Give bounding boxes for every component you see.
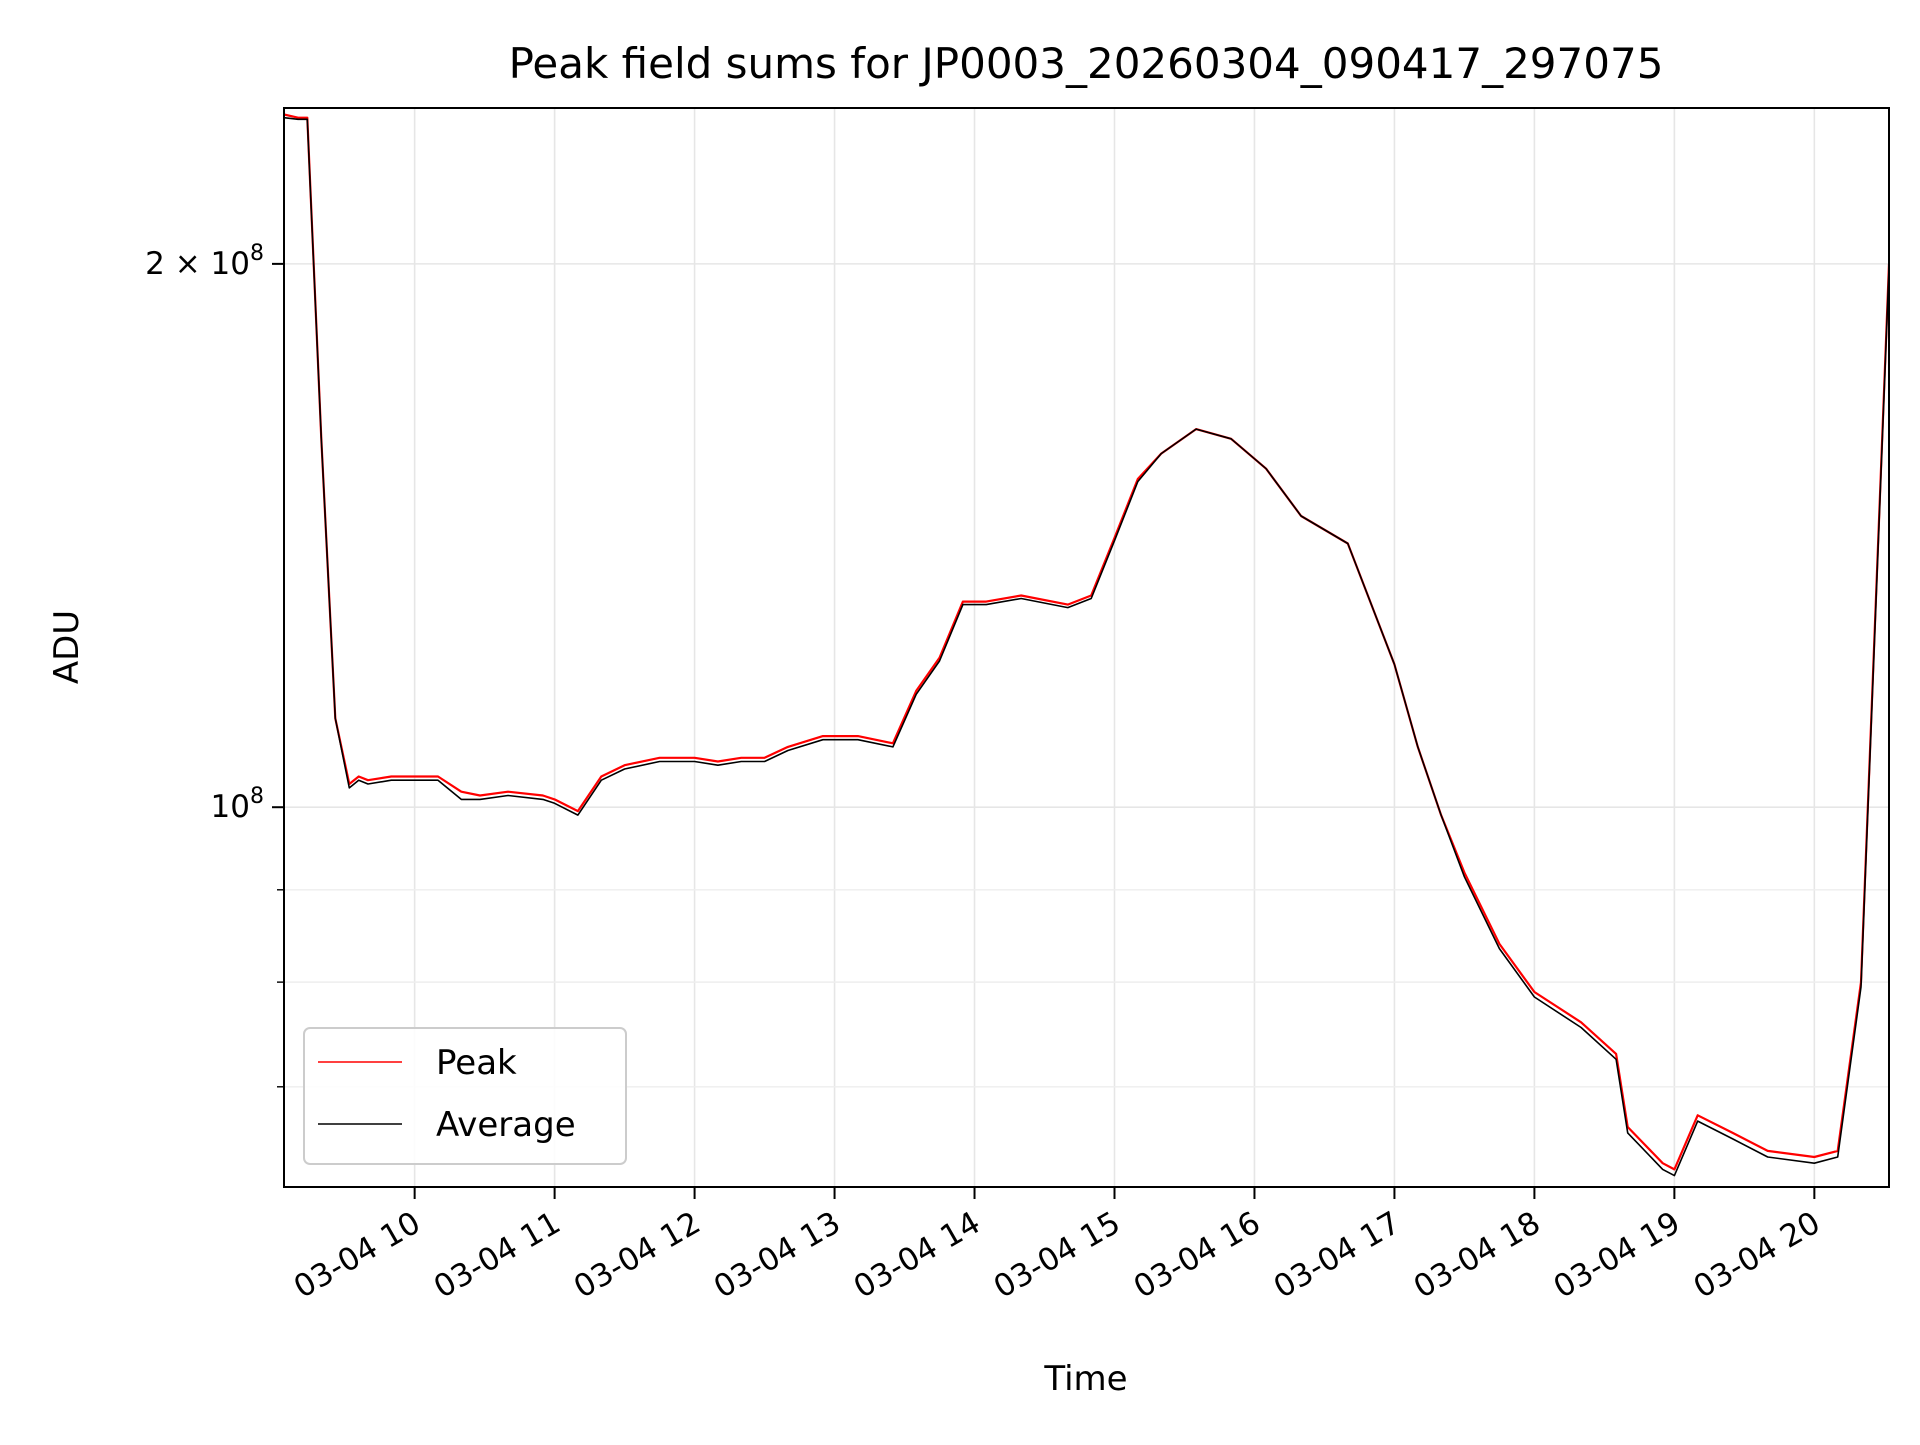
y-tick-label: 108 [211,784,264,825]
grid-layer [284,108,1889,1187]
legend-label-peak: Peak [436,1043,517,1083]
series-line-average [284,116,1889,1177]
y-tick-label: 2 × 108 [145,241,264,282]
chart-title: Peak field sums for JP0003_20260304_0904… [509,39,1664,88]
series-layer [284,113,1889,1177]
y-axis-label: ADU [47,610,87,684]
plot-frame [283,107,1890,1188]
legend: Peak Average [303,1027,627,1165]
series-line-peak [284,113,1889,1171]
x-axis-label: Time [1043,1359,1127,1399]
legend-label-average: Average [436,1105,576,1145]
